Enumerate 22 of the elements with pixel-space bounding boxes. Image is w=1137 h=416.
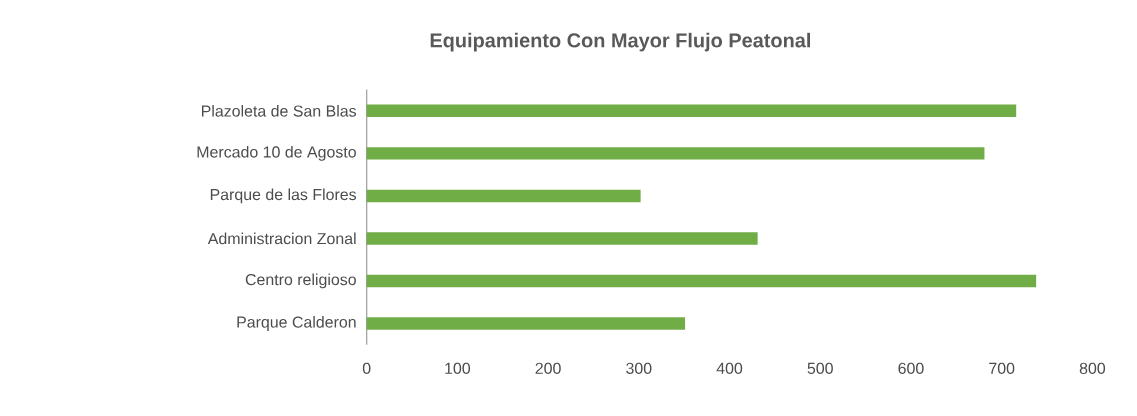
y-tick-label: Parque de las Flores (210, 188, 357, 204)
bar (366, 189, 641, 203)
x-tick-label: 800 (1079, 362, 1106, 375)
bar (366, 274, 1037, 288)
y-tick-label: Plazoleta de San Blas (201, 105, 357, 117)
x-tick-label: 0 (362, 362, 371, 375)
bar (366, 317, 686, 330)
x-tick-label: 300 (626, 362, 652, 375)
y-tick-label: Parque Calderon (237, 316, 356, 331)
x-tick-label: 500 (807, 362, 833, 375)
bar (366, 104, 1017, 118)
x-tick-label: 700 (989, 362, 1015, 375)
y-tick-label: Centro religioso (245, 273, 356, 289)
bar (366, 232, 758, 245)
y-tick-label: Administracion Zonal (207, 232, 356, 245)
bar (366, 147, 985, 160)
y-tick-label: Mercado 10 de Agosto (197, 146, 356, 161)
chart-title: Equipamiento Con Mayor Flujo Peatonal (430, 32, 810, 52)
x-tick-label: 200 (535, 362, 561, 375)
x-tick-label: 600 (898, 362, 924, 375)
x-tick-label: 100 (445, 362, 471, 375)
x-tick-label: 400 (716, 362, 743, 375)
